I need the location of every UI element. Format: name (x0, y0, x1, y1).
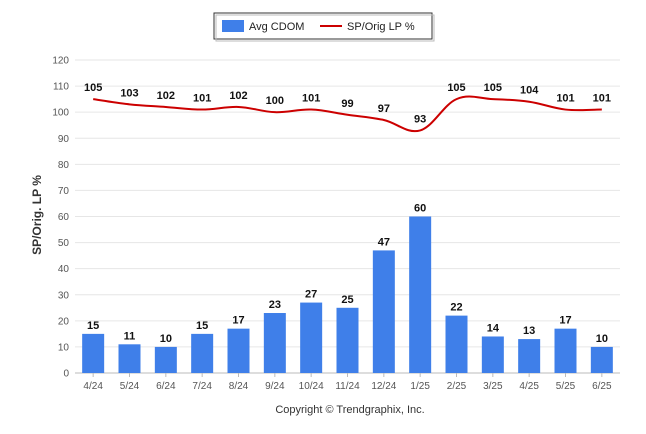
bar (372, 250, 395, 373)
gridlines (75, 59, 620, 374)
x-tick-label: 10/24 (299, 381, 324, 392)
line-data-label: 104 (520, 85, 539, 97)
y-tick-label: 30 (58, 290, 70, 301)
y-axis-ticks: 0 10 20 30 40 50 60 70 80 90 100 110 120 (52, 56, 69, 380)
bar (336, 307, 359, 373)
x-tick-label: 7/24 (192, 381, 212, 392)
y-axis-title: SP/Orig. LP % (30, 175, 44, 255)
x-tick-label: 5/24 (120, 381, 140, 392)
y-tick-label: 50 (58, 238, 70, 249)
bar (154, 346, 177, 373)
x-tick-label: 4/25 (519, 381, 539, 392)
x-tick-label: 4/24 (83, 381, 103, 392)
bar-data-label: 22 (450, 302, 462, 314)
x-tick-label: 3/25 (483, 381, 503, 392)
line-data-label: 101 (302, 93, 320, 105)
line-data-labels: 105 103 102 101 102 100 101 99 97 93 105 105 104 101 1… (84, 82, 611, 125)
y-tick-label: 100 (52, 108, 69, 119)
bar-data-label: 11 (124, 330, 136, 342)
copyright-text: Copyright © Trendgraphix, Inc. (275, 404, 424, 416)
line-data-label: 102 (157, 90, 175, 102)
bar-data-label: 10 (596, 333, 608, 345)
bar (118, 344, 141, 373)
line-data-label: 99 (341, 98, 353, 110)
x-tick-label: 2/25 (447, 381, 467, 392)
line-data-label: 102 (229, 90, 247, 102)
x-tick-label: 9/24 (265, 381, 285, 392)
line-data-label: 101 (556, 93, 574, 105)
bar (82, 333, 105, 373)
legend-label-bars: Avg CDOM (249, 21, 304, 33)
y-tick-label: 20 (58, 316, 70, 327)
x-tick-label: 12/24 (371, 381, 396, 392)
line-data-label: 105 (484, 82, 502, 94)
y-tick-label: 60 (58, 212, 70, 223)
x-tick-label: 11/24 (335, 381, 360, 392)
y-tick-label: 120 (52, 56, 69, 67)
bar-data-label: 17 (559, 315, 571, 327)
bar-series (82, 216, 613, 373)
x-axis-ticks: 4/24 5/24 6/24 7/24 8/24 9/24 10/24 11/24 12/24 1… (83, 373, 612, 392)
x-tick-label: 6/25 (592, 381, 612, 392)
sp-orig-lp-line (93, 95, 602, 133)
x-tick-label: 8/24 (229, 381, 249, 392)
x-tick-label: 5/25 (556, 381, 576, 392)
y-tick-label: 10 (58, 342, 70, 353)
line-data-label: 101 (593, 93, 611, 105)
bar-data-label: 17 (232, 315, 244, 327)
bar-data-label: 60 (414, 203, 426, 215)
bar (227, 328, 250, 373)
bar (191, 333, 214, 373)
bar-data-label: 27 (305, 289, 317, 301)
bar-data-label: 10 (160, 333, 172, 345)
y-tick-label: 90 (58, 134, 70, 145)
y-tick-label: 80 (58, 160, 70, 171)
bar (518, 339, 541, 373)
bar-data-label: 14 (487, 322, 500, 334)
bar (554, 328, 577, 373)
legend: Avg CDOM SP/Orig LP % (213, 12, 435, 42)
bar-data-label: 15 (87, 320, 99, 332)
bar (445, 315, 468, 373)
bar (409, 216, 432, 373)
bar (300, 302, 323, 373)
bar-data-label: 23 (269, 299, 281, 311)
x-tick-label: 6/24 (156, 381, 176, 392)
bar-data-label: 47 (378, 236, 390, 248)
line-series (93, 95, 602, 133)
bar (590, 346, 613, 373)
line-data-label: 93 (414, 113, 426, 125)
y-tick-label: 40 (58, 264, 70, 275)
line-data-label: 105 (84, 82, 102, 94)
line-data-label: 105 (447, 82, 465, 94)
bar (481, 336, 504, 373)
line-data-label: 100 (266, 95, 284, 107)
bar-data-labels: 15 11 10 15 17 23 27 25 47 60 22 14 13 17 10 (87, 203, 608, 345)
y-tick-label: 110 (53, 82, 69, 93)
legend-swatch-bars (222, 20, 244, 32)
bar-data-label: 13 (523, 325, 535, 337)
line-data-label: 101 (193, 93, 211, 105)
y-tick-label: 0 (63, 369, 69, 380)
line-data-label: 103 (120, 87, 138, 99)
bar (263, 313, 286, 373)
bar-data-label: 15 (196, 320, 208, 332)
line-data-label: 97 (378, 103, 390, 115)
legend-label-line: SP/Orig LP % (347, 21, 415, 33)
bar-data-label: 25 (341, 294, 353, 306)
x-tick-label: 1/25 (410, 381, 430, 392)
y-tick-label: 70 (58, 186, 70, 197)
legend-shadow (215, 14, 435, 42)
